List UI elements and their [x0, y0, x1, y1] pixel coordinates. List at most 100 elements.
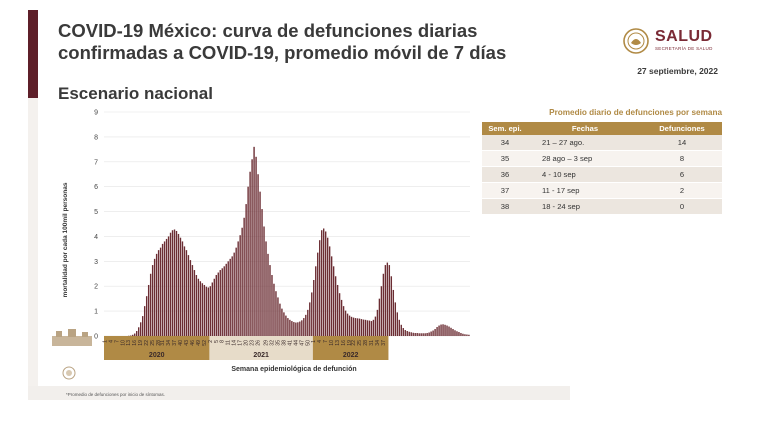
cell-week: 38 — [482, 198, 528, 215]
bar — [251, 159, 253, 336]
x-tick-label: 20 — [244, 340, 250, 346]
logo-subtext: SECRETARÍA DE SALUD — [655, 46, 713, 51]
bar — [217, 272, 219, 336]
bar — [245, 204, 247, 336]
bar — [468, 334, 470, 336]
bar — [181, 241, 184, 336]
emblem-icon — [623, 28, 649, 54]
x-tick-label: 13 — [126, 340, 132, 346]
seal-icon — [62, 366, 76, 380]
bar — [199, 281, 202, 336]
y-tick-label: 5 — [94, 209, 98, 216]
year-label: 2021 — [253, 352, 269, 359]
bar — [410, 332, 412, 336]
bar — [281, 308, 283, 336]
x-tick-label: 43 — [184, 340, 190, 346]
cell-deaths: 8 — [642, 150, 722, 167]
bar — [225, 263, 227, 336]
bar — [352, 317, 355, 336]
bar — [257, 174, 259, 336]
cell-dates: 11 - 17 sep — [528, 182, 642, 199]
x-tick-label: 14 — [232, 340, 238, 346]
bar — [416, 333, 418, 336]
cell-deaths: 2 — [642, 182, 722, 199]
bar — [406, 331, 408, 336]
bar — [253, 146, 255, 336]
bar — [169, 232, 172, 336]
page-subtitle: Escenario nacional — [58, 84, 213, 103]
bar — [140, 322, 142, 336]
bar — [388, 265, 391, 336]
x-tick-label: 17 — [238, 340, 244, 346]
header-deaths: Defunciones — [642, 122, 722, 135]
x-tick-label: 16 — [341, 340, 347, 346]
bar — [374, 316, 377, 336]
bar — [231, 256, 233, 336]
x-tick-label: 31 — [160, 340, 166, 346]
x-tick-label: 28 — [363, 340, 369, 346]
y-tick-label: 3 — [94, 259, 98, 266]
bar — [175, 230, 178, 336]
y-tick-label: 9 — [94, 110, 98, 117]
bar — [291, 321, 293, 336]
bar — [147, 284, 150, 336]
footnote: *Promedio de defunciones por inicio de s… — [66, 392, 166, 397]
bar — [277, 297, 279, 336]
bar — [247, 186, 249, 336]
bar — [205, 286, 208, 336]
x-tick-label: 49 — [196, 340, 202, 346]
bar — [227, 261, 229, 336]
bar — [324, 231, 327, 336]
bar — [348, 315, 351, 336]
table-row: 35 28 ago – 3 sep 8 — [482, 150, 722, 167]
bar — [398, 319, 400, 336]
bar — [235, 247, 237, 336]
x-tick-label: 22 — [144, 340, 150, 346]
bar — [444, 324, 446, 336]
bar — [358, 318, 361, 336]
bar — [323, 228, 325, 336]
x-tick-label: 38 — [281, 340, 287, 346]
bar — [428, 332, 430, 336]
accent-bar — [28, 10, 38, 98]
bar — [134, 333, 136, 336]
bar — [283, 312, 285, 336]
bar — [229, 258, 231, 336]
x-tick-label: 47 — [299, 340, 305, 346]
x-tick-label: 40 — [178, 340, 184, 346]
bar — [261, 209, 263, 336]
y-tick-label: 4 — [94, 234, 98, 241]
bar — [390, 276, 393, 336]
x-tick-label: 19 — [347, 340, 353, 346]
bar — [241, 227, 243, 336]
bar — [315, 266, 317, 336]
bar — [372, 319, 375, 336]
x-tick-label: 2 — [208, 340, 214, 343]
bar — [157, 250, 160, 336]
bar — [346, 313, 349, 336]
x-tick-label: 19 — [138, 340, 144, 346]
cell-dates: 28 ago – 3 sep — [528, 150, 642, 167]
table-row: 36 4 - 10 sep 6 — [482, 166, 722, 183]
bar — [149, 273, 152, 336]
x-tick-label: 16 — [132, 340, 138, 346]
bar — [400, 324, 402, 336]
building-illustration-icon — [52, 329, 92, 346]
x-tick-label: 7 — [114, 340, 120, 343]
bar — [191, 265, 194, 336]
x-tick-label: 37 — [172, 340, 178, 346]
bar — [271, 275, 273, 336]
bar — [163, 241, 166, 336]
bar — [418, 333, 420, 336]
bar — [432, 330, 434, 336]
x-tick-label: 1 — [102, 340, 108, 343]
bar — [167, 236, 170, 336]
bar — [456, 331, 458, 336]
table-header-row: Sem. epi. Fechas Defunciones — [482, 122, 722, 135]
bar — [319, 240, 321, 336]
x-tick-label: 22 — [351, 340, 357, 346]
bar — [378, 298, 381, 336]
bar — [448, 326, 450, 336]
bar — [321, 230, 323, 336]
